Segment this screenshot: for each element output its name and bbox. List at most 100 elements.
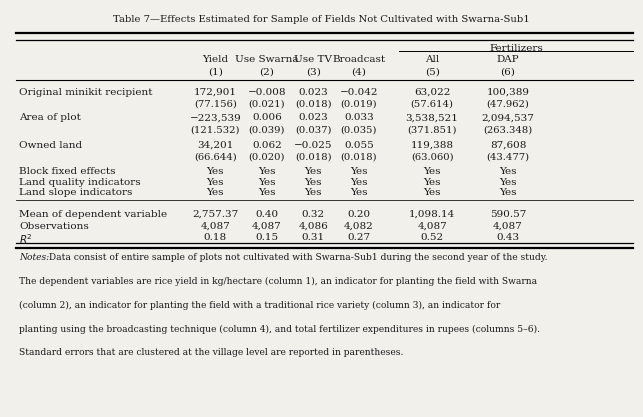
Text: Area of plot: Area of plot: [19, 113, 81, 123]
Text: 0.31: 0.31: [302, 233, 325, 242]
Text: Block fixed effects: Block fixed effects: [19, 167, 116, 176]
Text: (0.018): (0.018): [295, 152, 331, 161]
Text: (4): (4): [351, 68, 367, 77]
Text: Original minikit recipient: Original minikit recipient: [19, 88, 153, 97]
Text: Yes: Yes: [499, 178, 517, 187]
Text: 4,087: 4,087: [201, 222, 230, 231]
Text: Yes: Yes: [304, 188, 322, 198]
Text: Yes: Yes: [423, 188, 441, 198]
Text: 0.52: 0.52: [421, 233, 444, 242]
Text: (0.018): (0.018): [295, 99, 331, 108]
Text: 0.20: 0.20: [347, 210, 370, 219]
Text: (0.035): (0.035): [341, 125, 377, 134]
Text: (0.018): (0.018): [341, 152, 377, 161]
Text: (43.477): (43.477): [486, 152, 530, 161]
Text: All: All: [425, 55, 439, 64]
Text: Yes: Yes: [258, 188, 276, 198]
Text: (column 2), an indicator for planting the field with a traditional rice variety : (column 2), an indicator for planting th…: [19, 301, 500, 310]
Text: Notes:: Notes:: [19, 253, 50, 262]
Text: (47.962): (47.962): [487, 99, 529, 108]
Text: 0.006: 0.006: [252, 113, 282, 123]
Text: $R^2$: $R^2$: [19, 233, 33, 246]
Text: Owned land: Owned land: [19, 141, 82, 150]
Text: 1,098.14: 1,098.14: [409, 210, 455, 219]
Text: 2,094,537: 2,094,537: [482, 113, 534, 123]
Text: DAP: DAP: [496, 55, 520, 64]
Text: Yes: Yes: [499, 167, 517, 176]
Text: 4,082: 4,082: [344, 222, 374, 231]
Text: Data consist of entire sample of plots not cultivated with Swarna-Sub1 during th: Data consist of entire sample of plots n…: [46, 253, 548, 262]
Text: Yes: Yes: [206, 178, 224, 187]
Text: 0.15: 0.15: [255, 233, 278, 242]
Text: 590.57: 590.57: [490, 210, 526, 219]
Text: Yes: Yes: [499, 188, 517, 198]
Text: (121.532): (121.532): [191, 125, 240, 134]
Text: 0.033: 0.033: [344, 113, 374, 123]
Text: Use TV: Use TV: [294, 55, 332, 64]
Text: Land slope indicators: Land slope indicators: [19, 188, 132, 198]
Text: Table 7—Effects Estimated for Sample of Fields Not Cultivated with Swarna-Sub1: Table 7—Effects Estimated for Sample of …: [113, 15, 530, 24]
Text: 100,389: 100,389: [487, 88, 529, 97]
Text: −0.025: −0.025: [294, 141, 332, 150]
Text: 119,388: 119,388: [411, 141, 453, 150]
Text: Yield: Yield: [203, 55, 228, 64]
Text: 0.27: 0.27: [347, 233, 370, 242]
Text: (0.037): (0.037): [295, 125, 331, 134]
Text: Yes: Yes: [350, 178, 368, 187]
Text: (2): (2): [259, 68, 275, 77]
Text: (66.644): (66.644): [194, 152, 237, 161]
Text: 0.40: 0.40: [255, 210, 278, 219]
Text: Fertilizers: Fertilizers: [489, 44, 543, 53]
Text: planting using the broadcasting technique (column 4), and total fertilizer expen: planting using the broadcasting techniqu…: [19, 324, 540, 334]
Text: 0.023: 0.023: [298, 88, 328, 97]
Text: Yes: Yes: [304, 178, 322, 187]
Text: Observations: Observations: [19, 222, 89, 231]
Text: 0.055: 0.055: [344, 141, 374, 150]
Text: −0.042: −0.042: [340, 88, 378, 97]
Text: 3,538,521: 3,538,521: [406, 113, 458, 123]
Text: (0.020): (0.020): [249, 152, 285, 161]
Text: Yes: Yes: [350, 167, 368, 176]
Text: Yes: Yes: [423, 178, 441, 187]
Text: Use Swarna: Use Swarna: [235, 55, 298, 64]
Text: 4,087: 4,087: [417, 222, 447, 231]
Text: 172,901: 172,901: [194, 88, 237, 97]
Text: 2,757.37: 2,757.37: [192, 210, 239, 219]
Text: (77.156): (77.156): [194, 99, 237, 108]
Text: 0.023: 0.023: [298, 113, 328, 123]
Text: Standard errors that are clustered at the village level are reported in parenthe: Standard errors that are clustered at th…: [19, 348, 404, 357]
Text: 0.18: 0.18: [204, 233, 227, 242]
Text: Yes: Yes: [206, 167, 224, 176]
Text: The dependent variables are rice yield in kg/hectare (column 1), an indicator fo: The dependent variables are rice yield i…: [19, 277, 538, 286]
Text: 4,087: 4,087: [493, 222, 523, 231]
Text: −223,539: −223,539: [190, 113, 241, 123]
Text: (263.348): (263.348): [484, 125, 532, 134]
Text: (6): (6): [500, 68, 516, 77]
Text: Broadcast: Broadcast: [332, 55, 385, 64]
Text: Land quality indicators: Land quality indicators: [19, 178, 141, 187]
Text: 0.32: 0.32: [302, 210, 325, 219]
Text: Yes: Yes: [350, 188, 368, 198]
Text: (5): (5): [424, 68, 440, 77]
Text: 4,086: 4,086: [298, 222, 328, 231]
Text: (63.060): (63.060): [411, 152, 453, 161]
Text: (1): (1): [208, 68, 223, 77]
Text: 87,608: 87,608: [490, 141, 526, 150]
Text: (3): (3): [305, 68, 321, 77]
Text: (57.614): (57.614): [411, 99, 453, 108]
Text: Yes: Yes: [258, 178, 276, 187]
Text: 0.43: 0.43: [496, 233, 520, 242]
Text: 63,022: 63,022: [414, 88, 450, 97]
Text: Yes: Yes: [258, 167, 276, 176]
Text: (0.019): (0.019): [341, 99, 377, 108]
Text: Yes: Yes: [304, 167, 322, 176]
Text: 4,087: 4,087: [252, 222, 282, 231]
Text: 0.062: 0.062: [252, 141, 282, 150]
Text: Yes: Yes: [423, 167, 441, 176]
Text: Mean of dependent variable: Mean of dependent variable: [19, 210, 167, 219]
Text: (0.039): (0.039): [249, 125, 285, 134]
Text: (0.021): (0.021): [249, 99, 285, 108]
Text: Yes: Yes: [206, 188, 224, 198]
Text: −0.008: −0.008: [248, 88, 286, 97]
Text: 34,201: 34,201: [197, 141, 233, 150]
